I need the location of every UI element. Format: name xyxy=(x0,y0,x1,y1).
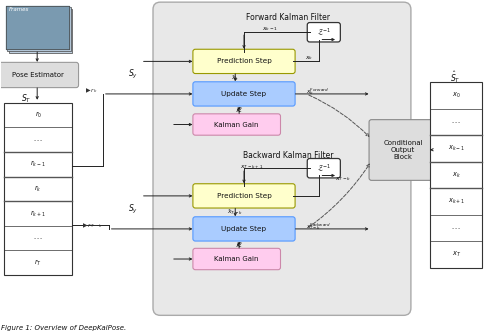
Text: $...$: $...$ xyxy=(33,235,43,241)
Text: $x_T$: $x_T$ xyxy=(451,250,461,259)
Text: $\blacktriangleright r_k$: $\blacktriangleright r_k$ xyxy=(84,86,98,95)
Text: Prediction Step: Prediction Step xyxy=(217,193,271,199)
FancyBboxPatch shape xyxy=(307,22,340,42)
Text: $\hat{S}_T$: $\hat{S}_T$ xyxy=(450,69,461,86)
Text: $...$: $...$ xyxy=(33,137,43,143)
FancyBboxPatch shape xyxy=(193,184,295,208)
FancyBboxPatch shape xyxy=(307,159,340,178)
Text: $\mathcal{K}$: $\mathcal{K}$ xyxy=(235,106,243,115)
Text: $r_{k+1}$: $r_{k+1}$ xyxy=(30,208,46,218)
Text: Pose Estimator: Pose Estimator xyxy=(13,72,64,78)
Text: $\hat{x}_k$: $\hat{x}_k$ xyxy=(231,73,240,83)
FancyBboxPatch shape xyxy=(193,82,295,106)
Text: Update Step: Update Step xyxy=(222,226,266,232)
Text: $\mathcal{Z}^{-1}$: $\mathcal{Z}^{-1}$ xyxy=(317,162,331,174)
Text: Kalman Gain: Kalman Gain xyxy=(214,256,259,262)
FancyBboxPatch shape xyxy=(9,9,72,53)
Text: $r_0$: $r_0$ xyxy=(35,110,42,120)
Text: $x_{k-1}$: $x_{k-1}$ xyxy=(262,25,278,33)
Text: Update Step: Update Step xyxy=(222,91,266,97)
Text: Prediction Step: Prediction Step xyxy=(217,58,271,64)
Bar xyxy=(4,103,72,275)
Text: $x_{T-k}$: $x_{T-k}$ xyxy=(335,175,352,183)
Text: $x_{T-k+1}$: $x_{T-k+1}$ xyxy=(240,163,263,171)
FancyBboxPatch shape xyxy=(0,62,79,88)
Text: Figure 1: Overview of DeepKalPose.: Figure 1: Overview of DeepKalPose. xyxy=(0,325,126,331)
Text: $r_{k-1}$: $r_{k-1}$ xyxy=(30,159,46,169)
Text: $\mathcal{Z}^{-1}$: $\mathcal{Z}^{-1}$ xyxy=(317,26,331,38)
Text: $r_k$: $r_k$ xyxy=(34,184,42,194)
FancyBboxPatch shape xyxy=(193,49,295,73)
Text: Forward Kalman Filter: Forward Kalman Filter xyxy=(246,13,330,22)
Text: $x_0$: $x_0$ xyxy=(452,91,461,100)
Text: $x_{T-k}^{Backward}$: $x_{T-k}^{Backward}$ xyxy=(306,221,331,232)
FancyBboxPatch shape xyxy=(193,217,295,241)
Text: $x_{k-1}$: $x_{k-1}$ xyxy=(447,144,465,153)
Text: $\blacktriangleright r_{T-k}$: $\blacktriangleright r_{T-k}$ xyxy=(81,221,103,230)
FancyBboxPatch shape xyxy=(153,2,411,315)
Text: $S_T$: $S_T$ xyxy=(21,93,31,105)
Text: Conditional
Output
Block: Conditional Output Block xyxy=(383,140,423,160)
Text: $r_T$: $r_T$ xyxy=(34,258,42,268)
Text: $...$: $...$ xyxy=(451,225,461,231)
Text: Kalman Gain: Kalman Gain xyxy=(214,122,259,128)
Text: $S_y$: $S_y$ xyxy=(128,203,138,216)
Text: $S_y$: $S_y$ xyxy=(128,68,138,81)
FancyBboxPatch shape xyxy=(7,7,71,51)
Text: $...$: $...$ xyxy=(451,119,461,125)
FancyBboxPatch shape xyxy=(5,6,69,49)
Text: Backward Kalman Filter: Backward Kalman Filter xyxy=(243,151,333,160)
Text: $x_k^{Forward}$: $x_k^{Forward}$ xyxy=(306,87,329,98)
Text: $\hat{x}_{T-k}$: $\hat{x}_{T-k}$ xyxy=(227,207,243,217)
FancyBboxPatch shape xyxy=(193,248,281,270)
Text: Frames: Frames xyxy=(9,7,29,12)
Text: $\mathcal{K}$: $\mathcal{K}$ xyxy=(235,240,243,249)
Text: $x_{k+1}$: $x_{k+1}$ xyxy=(447,197,465,206)
Text: $x_k$: $x_k$ xyxy=(452,170,461,180)
Bar xyxy=(430,82,483,268)
Text: $x_k$: $x_k$ xyxy=(305,54,313,62)
FancyBboxPatch shape xyxy=(193,114,281,135)
FancyBboxPatch shape xyxy=(369,120,437,180)
